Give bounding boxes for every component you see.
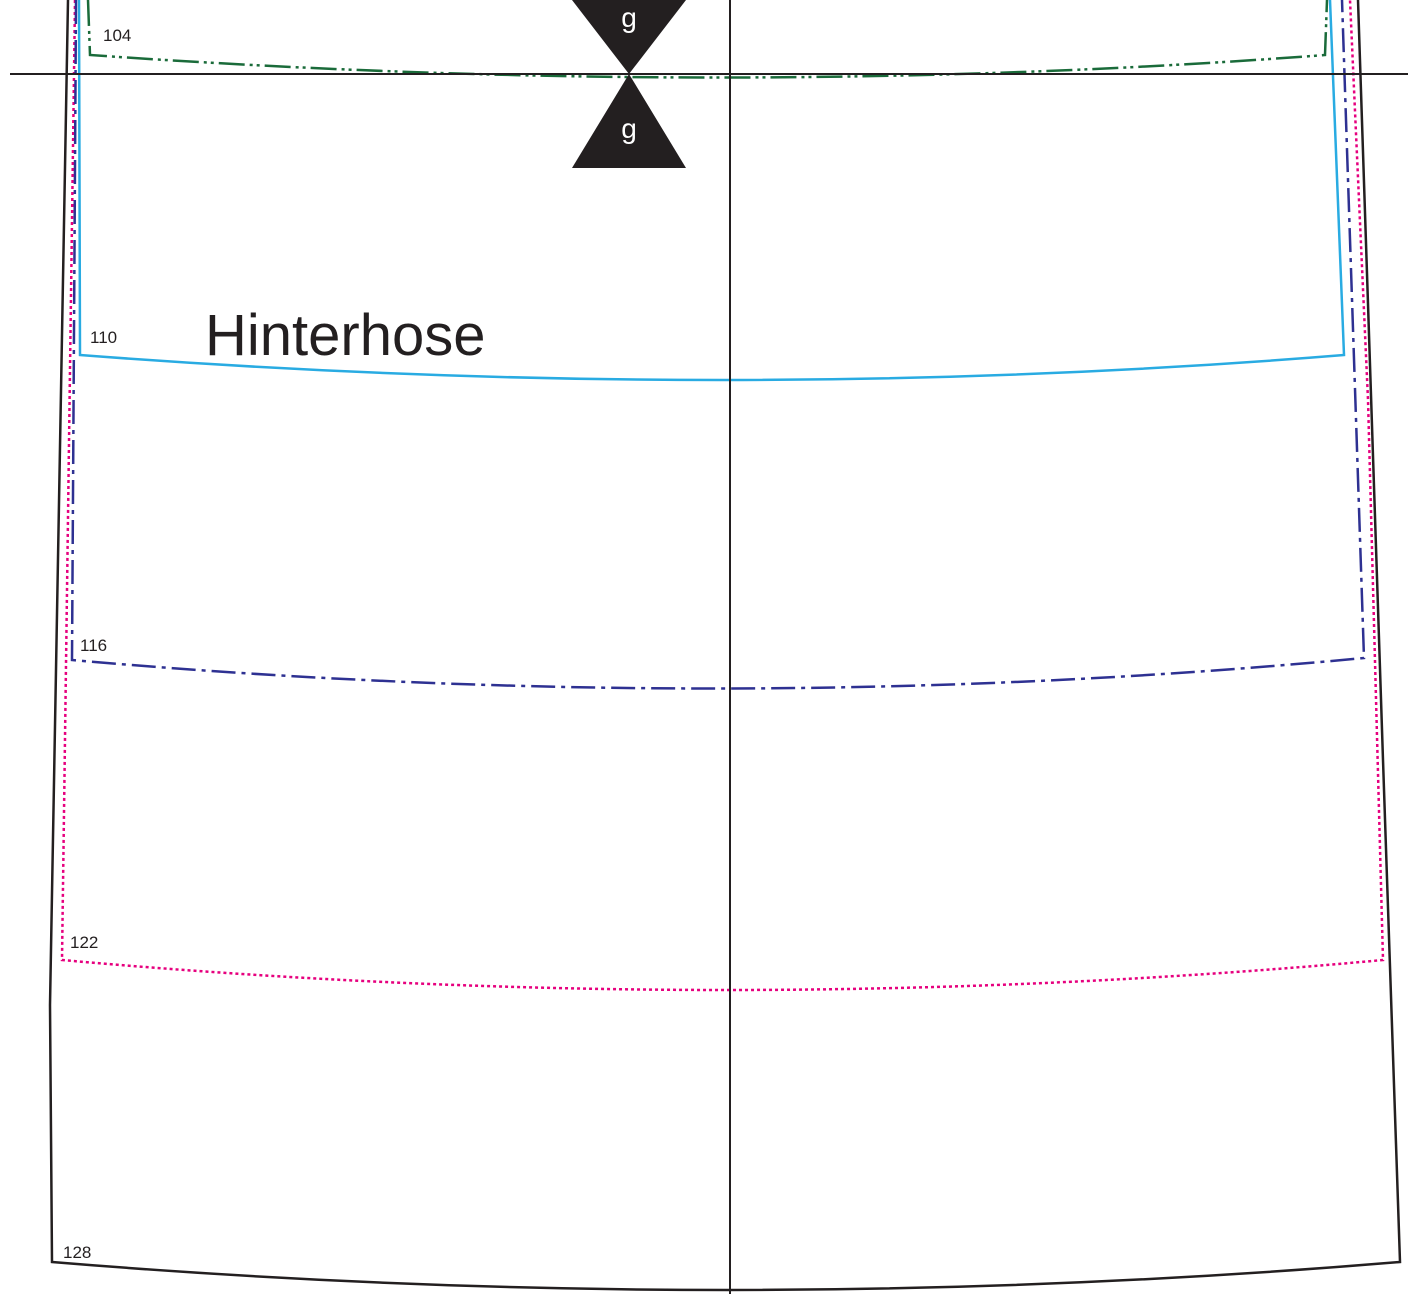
size-128-outline [48, 0, 1402, 1292]
size-110-outline [77, 0, 1346, 382]
notch-triangle-bottom [572, 74, 686, 168]
notch-label-bottom: g [621, 113, 637, 144]
size-label-128: 128 [63, 1243, 91, 1262]
notch-label-top: g [621, 2, 637, 33]
size-122-outline [60, 0, 1385, 992]
notch-triangle-top [572, 0, 686, 74]
size-104-outline [86, 0, 1329, 79]
size-label-122: 122 [70, 933, 98, 952]
size-label-104: 104 [103, 26, 131, 45]
size-label-116: 116 [80, 636, 107, 655]
piece-title: Hinterhose [205, 303, 485, 368]
size-label-110: 110 [90, 328, 117, 347]
size-116-outline [70, 0, 1366, 690]
